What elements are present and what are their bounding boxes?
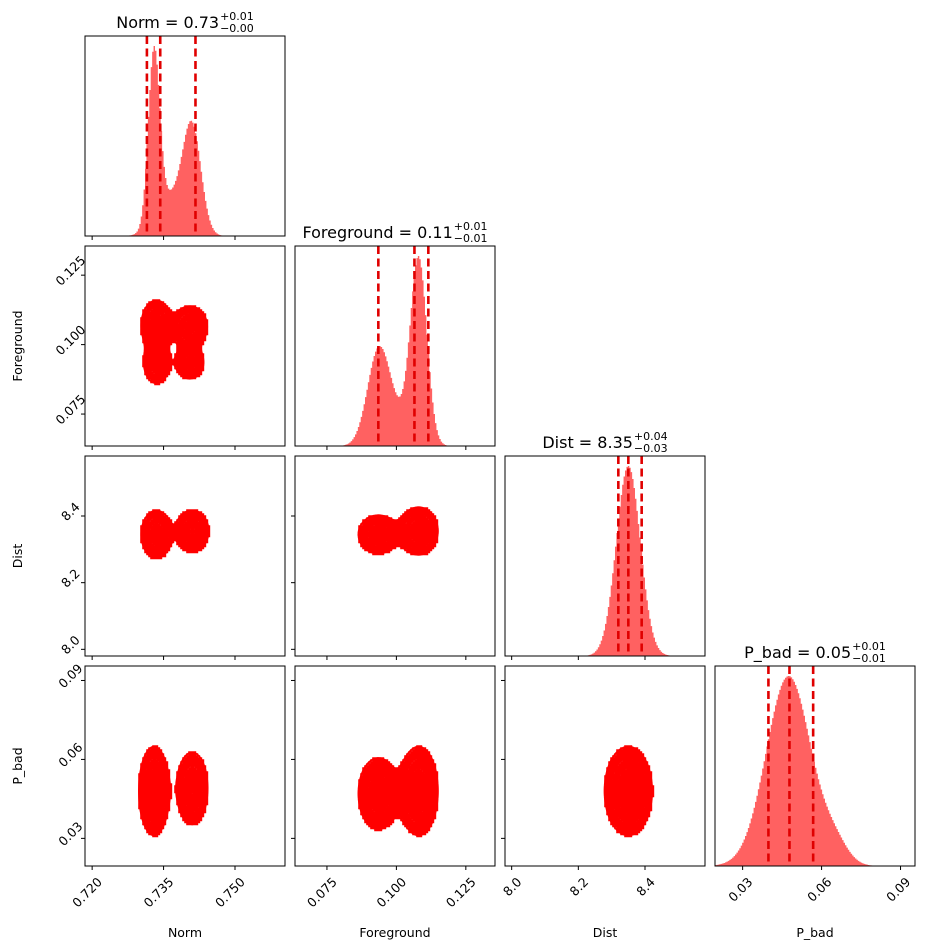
contour-line-level-1: [603, 745, 654, 837]
panel-p-bad-hist: P_bad = 0.05 +0.01−0.01: [714, 640, 916, 867]
y-tick-label-dist: 8.2: [58, 566, 83, 591]
title-sup: +0.01: [852, 640, 886, 653]
y-tick-label-dist: 8.4: [58, 499, 83, 524]
x-tick-label-dist: 8.2: [567, 874, 592, 899]
y-tick-label-foreground: 0.075: [52, 391, 88, 427]
panel-frame: [84, 665, 286, 867]
panel-frame: [84, 245, 286, 447]
histogram-norm: [85, 46, 285, 236]
panel-title-p-bad: P_bad = 0.05 +0.01−0.01: [744, 640, 886, 665]
y-tick-label-foreground: 0.125: [52, 253, 88, 289]
panel-frame: [84, 455, 286, 657]
contour-line-level-1: [357, 745, 439, 837]
panel-title-norm: Norm = 0.73 +0.01−0.00: [116, 10, 254, 35]
title-main: Norm = 0.73: [116, 13, 219, 32]
panel-frame: [504, 665, 706, 867]
contour-line-level-3: [614, 766, 642, 816]
contour-line-level-2: [366, 756, 434, 826]
x-tick-label-p-bad: 0.03: [725, 874, 755, 904]
contour-line-level-3: [145, 766, 196, 816]
title-sub: −0.00: [220, 22, 254, 35]
panel-foreground-hist: Foreground = 0.11 +0.01−0.01: [294, 220, 496, 447]
contour-line-level-4: [412, 777, 425, 805]
contour-line-level-1: [140, 509, 210, 559]
y-axis-label-foreground: Foreground: [10, 310, 25, 381]
contour-line-level-4: [151, 317, 162, 334]
contour-line-level-4: [148, 777, 160, 805]
panel-title-foreground: Foreground = 0.11 +0.01−0.01: [302, 220, 487, 245]
y-axis-label-p-bad: P_bad: [10, 747, 25, 784]
x-axis-label-norm: Norm: [168, 925, 202, 940]
x-tick-label-norm: 0.720: [69, 874, 105, 910]
panel-frame: [294, 455, 496, 657]
x-axis-label-dist: Dist: [593, 925, 618, 940]
x-tick-label-p-bad: 0.09: [883, 874, 913, 904]
contour-line-level-2: [144, 515, 204, 554]
panel-title-dist: Dist = 8.35 +0.04−0.03: [542, 430, 667, 455]
contour-line-level-4: [412, 523, 425, 539]
panel-frame: [294, 665, 496, 867]
contour-line-level-1: [138, 745, 209, 837]
panel-norm-vs-p-bad: [84, 665, 286, 867]
panel-foreground-vs-dist: [294, 455, 496, 657]
title-sub: −0.03: [634, 442, 668, 455]
title-main: Dist = 8.35: [542, 433, 633, 452]
histogram-p-bad: [715, 676, 915, 866]
x-axis-label-foreground: Foreground: [359, 925, 430, 940]
x-tick-label-p-bad: 0.06: [804, 874, 834, 904]
contour-line-level-2: [366, 512, 434, 550]
contour-line-level-3: [407, 766, 430, 816]
x-axis-label-p-bad: P_bad: [796, 925, 833, 940]
contour-fill-c4: [148, 777, 160, 805]
y-tick-label-p-bad: 0.09: [55, 661, 85, 691]
title-sub: −0.01: [852, 652, 886, 665]
title-sup: +0.04: [634, 430, 668, 443]
y-axis-label-dist: Dist: [10, 544, 25, 569]
panel-norm-vs-foreground: [84, 245, 286, 447]
histogram-dist: [505, 466, 705, 656]
x-tick-label-dist: 8.4: [633, 874, 658, 899]
title-main: P_bad = 0.05: [744, 643, 851, 663]
x-tick-label-foreground: 0.125: [443, 874, 479, 910]
title-sup: +0.01: [454, 220, 488, 233]
panel-dist-hist: Dist = 8.35 +0.04−0.03: [504, 430, 706, 657]
title-sup: +0.01: [220, 10, 254, 23]
x-tick-label-dist: 8.0: [500, 874, 525, 899]
panel-frame: [84, 35, 286, 237]
title-main: Foreground = 0.11: [302, 223, 452, 242]
histogram-foreground: [295, 256, 495, 446]
panel-norm-hist: Norm = 0.73 +0.01−0.00: [84, 10, 286, 237]
contour-line-level-3: [147, 520, 197, 548]
x-tick-label-norm: 0.735: [141, 874, 177, 910]
contour-line-level-2: [144, 305, 203, 377]
x-tick-label-foreground: 0.075: [304, 874, 340, 910]
panel-frame: [504, 455, 706, 657]
contour-line-level-1: [357, 506, 439, 556]
x-tick-label-foreground: 0.100: [373, 874, 409, 910]
contour-line-level-2: [141, 756, 203, 826]
panel-frame: [714, 665, 916, 867]
title-sub: −0.01: [454, 232, 488, 245]
contour-line-level-3: [407, 517, 430, 545]
y-tick-label-p-bad: 0.03: [55, 819, 85, 849]
contour-line-level-4: [620, 777, 637, 805]
panel-norm-vs-dist: [84, 455, 286, 657]
contour-line-level-1: [140, 299, 209, 385]
y-tick-label-p-bad: 0.06: [55, 740, 85, 770]
panel-foreground-vs-p-bad: [294, 665, 496, 867]
y-tick-label-dist: 8.0: [58, 632, 83, 657]
panel-frame: [294, 245, 496, 447]
contour-line-level-3: [147, 311, 198, 342]
x-tick-label-norm: 0.750: [212, 874, 248, 910]
contour-line-level-2: [609, 756, 648, 826]
contour-line-level-4: [151, 526, 162, 542]
y-tick-label-foreground: 0.100: [52, 322, 88, 358]
panel-dist-vs-p-bad: [504, 665, 706, 867]
